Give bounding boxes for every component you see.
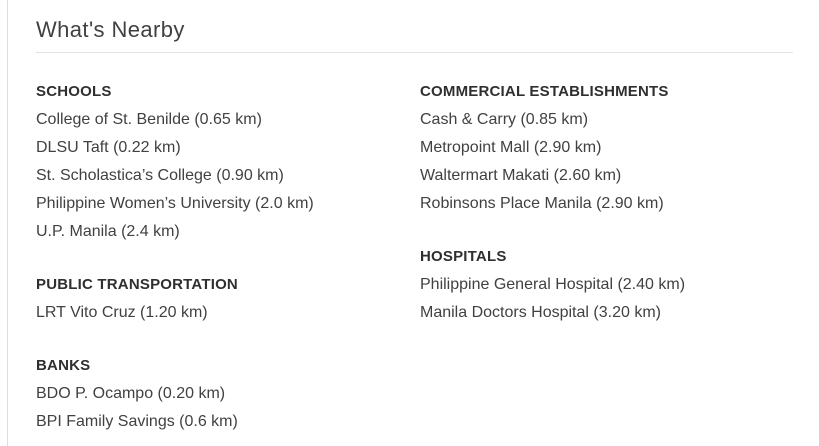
nearby-item: Philippine Women’s University (2.0 km) [36,195,314,212]
nearby-item: U.P. Manila (2.4 km) [36,223,180,240]
group-heading-commercial-establishments: COMMERCIAL ESTABLISHMENTS [420,83,669,100]
nearby-item: BPI Family Savings (0.6 km) [36,413,238,430]
section-content: What's Nearby SCHOOLS College of St. Ben… [36,0,793,436]
nearby-item: Waltermart Makati (2.60 km) [420,167,622,184]
nearby-item: Manila Doctors Hospital (3.20 km) [420,304,661,321]
nearby-item: College of St. Benilde (0.65 km) [36,111,262,128]
nearby-item: BDO P. Ocampo (0.20 km) [36,385,226,402]
section-left-border [7,0,8,446]
nearby-group-schools: SCHOOLS College of St. Benilde (0.65 km)… [36,78,420,246]
group-heading-schools: SCHOOLS [36,83,112,100]
nearby-item: LRT Vito Cruz (1.20 km) [36,304,208,321]
section-title: What's Nearby [36,17,185,42]
nearby-group-commercial-establishments: COMMERCIAL ESTABLISHMENTS Cash & Carry (… [420,78,793,218]
nearby-group-public-transportation: PUBLIC TRANSPORTATION LRT Vito Cruz (1.2… [36,271,420,327]
nearby-item: Cash & Carry (0.85 km) [420,111,589,128]
nearby-item: Metropoint Mall (2.90 km) [420,139,602,156]
title-divider [36,52,793,53]
nearby-group-hospitals: HOSPITALS Philippine General Hospital (2… [420,243,793,327]
nearby-column-left: SCHOOLS College of St. Benilde (0.65 km)… [36,53,420,436]
nearby-item: DLSU Taft (0.22 km) [36,139,181,156]
nearby-item: Philippine General Hospital (2.40 km) [420,276,686,293]
group-heading-public-transportation: PUBLIC TRANSPORTATION [36,276,238,293]
nearby-group-banks: BANKS BDO P. Ocampo (0.20 km) BPI Family… [36,352,420,436]
group-heading-hospitals: HOSPITALS [420,248,507,265]
nearby-item: Robinsons Place Manila (2.90 km) [420,195,664,212]
nearby-item: St. Scholastica’s College (0.90 km) [36,167,284,184]
nearby-column-right: COMMERCIAL ESTABLISHMENTS Cash & Carry (… [420,53,793,436]
group-heading-banks: BANKS [36,357,91,374]
nearby-columns: SCHOOLS College of St. Benilde (0.65 km)… [36,53,793,436]
